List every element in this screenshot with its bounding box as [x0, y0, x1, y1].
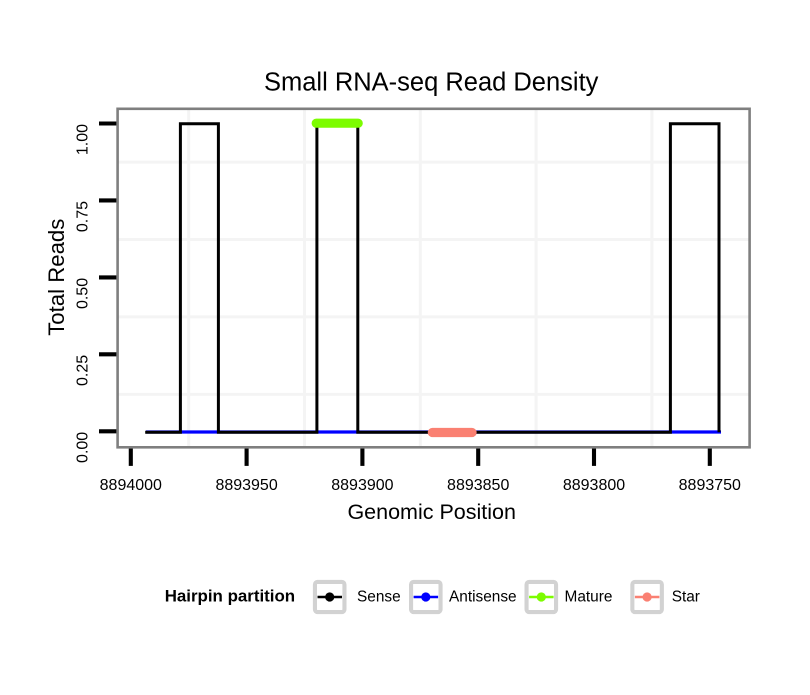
svg-text:Star: Star	[672, 589, 700, 606]
svg-text:8893950: 8893950	[215, 477, 277, 494]
svg-text:0.75: 0.75	[74, 201, 91, 232]
svg-text:8893800: 8893800	[563, 477, 625, 494]
svg-text:0.50: 0.50	[74, 278, 91, 309]
svg-text:Genomic Position: Genomic Position	[347, 500, 516, 524]
svg-text:1.00: 1.00	[74, 124, 91, 155]
svg-text:Total Reads: Total Reads	[44, 219, 69, 336]
svg-text:Small RNA-seq Read Density: Small RNA-seq Read Density	[264, 68, 599, 96]
svg-text:Sense: Sense	[357, 589, 401, 606]
svg-text:0.00: 0.00	[74, 432, 91, 463]
svg-text:Mature: Mature	[565, 589, 613, 606]
svg-text:Hairpin partition: Hairpin partition	[165, 586, 295, 605]
svg-text:8893900: 8893900	[331, 477, 393, 494]
svg-text:8894000: 8894000	[100, 477, 162, 494]
svg-text:Antisense: Antisense	[449, 589, 517, 606]
svg-text:8893750: 8893750	[679, 477, 741, 494]
svg-text:0.25: 0.25	[74, 355, 91, 386]
svg-text:8893850: 8893850	[447, 477, 509, 494]
